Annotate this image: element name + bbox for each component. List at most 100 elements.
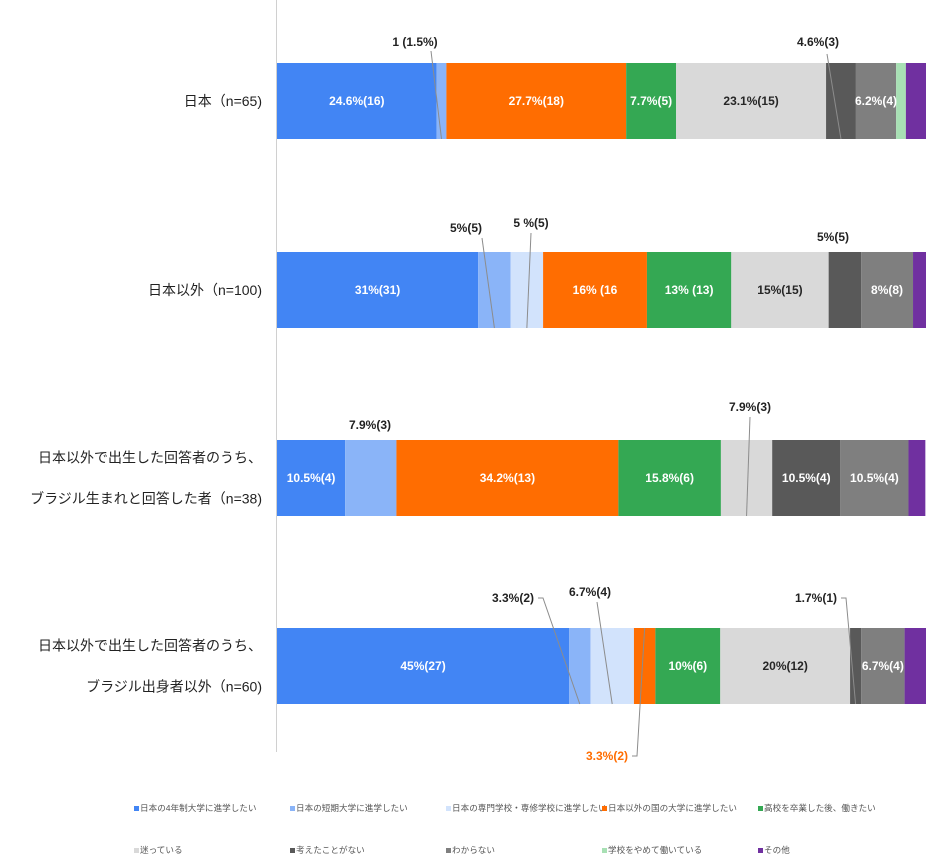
legend-swatch <box>758 848 763 853</box>
legend-item: 高校を卒業した後、働きたい <box>758 803 914 814</box>
leader-line <box>538 597 581 705</box>
callout-label: 5 %(5) <box>513 216 548 230</box>
bar-segment <box>908 440 926 516</box>
bar-segment <box>646 252 732 328</box>
bar-segment <box>850 628 862 704</box>
bar-segment <box>569 628 591 704</box>
legend-item: 考えたことがない <box>290 845 446 856</box>
bar-segment <box>772 440 841 516</box>
data-label: 6.7%(4) <box>862 659 904 673</box>
bar-segment <box>543 252 647 328</box>
data-label: 15%(15) <box>757 283 802 297</box>
legend-swatch <box>602 806 607 811</box>
legend-label: その他 <box>764 845 790 855</box>
legend-label: 日本の短期大学に進学したい <box>296 803 408 813</box>
bar-segment <box>861 252 914 328</box>
leader-line <box>596 601 613 705</box>
bar-segment <box>896 63 906 139</box>
legend-label: わからない <box>452 845 495 855</box>
legend-swatch <box>134 848 139 853</box>
data-label: 15.8%(6) <box>645 471 694 485</box>
legend-swatch <box>446 806 451 811</box>
data-labels: 24.6%(16) 1 (1.5%) 27.7%(18) 7.7%(5) 23.1%(1… <box>287 35 904 763</box>
data-label: 10.5%(4) <box>850 471 899 485</box>
data-label: 16% (16 <box>573 283 618 297</box>
bar-segment <box>676 63 827 139</box>
bar-segment <box>510 252 544 328</box>
legend-label: 日本の専門学校・専修学校に進学したい <box>452 803 607 813</box>
bar-segment <box>277 252 479 328</box>
callout-label: 4.6%(3) <box>797 35 839 49</box>
callout-label: 3.3%(2) <box>586 749 628 763</box>
data-label: 31%(31) <box>355 283 400 297</box>
bar-segments <box>277 63 926 704</box>
bar-segment <box>277 63 437 139</box>
data-label: 6.2%(4) <box>855 94 897 108</box>
bar-segment <box>277 628 570 704</box>
bar-segment <box>618 440 721 516</box>
leader-line <box>826 53 842 140</box>
legend-item: わからない <box>446 845 602 856</box>
bar-segment <box>633 628 656 704</box>
legend-swatch <box>758 806 763 811</box>
bar-segment <box>913 252 926 328</box>
legend-item: 学校をやめて働いている <box>602 845 758 856</box>
bar-segment <box>855 63 897 139</box>
data-label: 27.7%(18) <box>509 94 564 108</box>
legend-swatch <box>290 848 295 853</box>
data-label: 8%(8) <box>871 283 903 297</box>
legend-item: 日本の専門学校・専修学校に進学したい <box>446 803 607 814</box>
legend-swatch <box>290 806 295 811</box>
callout-label: 7.9%(3) <box>729 400 771 414</box>
legend-label: 迷っている <box>140 845 183 855</box>
bar-segment <box>626 63 677 139</box>
bar-segment <box>277 440 346 516</box>
bar-segment <box>446 63 627 139</box>
legend-swatch <box>134 806 139 811</box>
legend-item: 日本の4年制大学に進学したい <box>134 803 290 814</box>
legend-item: 日本以外の国の大学に進学したい <box>602 803 758 814</box>
callout-label: 5%(5) <box>450 221 482 235</box>
legend-label: 考えたことがない <box>296 845 365 855</box>
bar-segment <box>828 252 862 328</box>
data-label: 10%(6) <box>668 659 707 673</box>
bar-segment <box>590 628 634 704</box>
callout-label: 5%(5) <box>817 230 849 244</box>
category-label: 日本（n=65) <box>184 93 262 109</box>
data-label: 20%(12) <box>762 659 807 673</box>
category-label: 日本以外で出生した回答者のうち、ブラジル出身者以外（n=60) <box>38 638 262 695</box>
bar-segment <box>436 63 447 139</box>
data-label: 23.1%(15) <box>723 94 778 108</box>
data-label: 24.6%(16) <box>329 94 384 108</box>
callout-label: 1.7%(1) <box>795 591 837 605</box>
leader-line <box>841 597 857 705</box>
leader-line <box>632 627 646 757</box>
leader-line <box>481 237 495 329</box>
data-label: 34.2%(13) <box>480 471 535 485</box>
bar-segment <box>905 63 926 139</box>
callout-label: 6.7%(4) <box>569 585 611 599</box>
data-label: 7.7%(5) <box>630 94 672 108</box>
bar-segment <box>396 440 619 516</box>
bar-segment <box>861 628 905 704</box>
legend-swatch <box>602 848 607 853</box>
legend: 日本の4年制大学に進学したい 日本の短期大学に進学したい 日本の専門学校・専修学… <box>134 803 914 856</box>
callout-label: 7.9%(3) <box>349 418 391 432</box>
data-label: 13% (13) <box>665 283 714 297</box>
legend-item: その他 <box>758 845 914 856</box>
bar-segment <box>840 440 909 516</box>
category-label: 日本以外（n=100) <box>148 282 262 298</box>
data-label: 10.5%(4) <box>782 471 831 485</box>
category-labels: 日本（n=65) 日本以外（n=100) 日本以外で出生した回答者のうち、ブラジル生… <box>30 93 262 695</box>
bar-segment <box>345 440 397 516</box>
legend-item: 迷っている <box>134 845 290 856</box>
leader-line <box>430 50 443 140</box>
legend-label: 日本の4年制大学に進学したい <box>140 803 257 813</box>
legend-label: 高校を卒業した後、働きたい <box>764 803 876 813</box>
legend-label: 学校をやめて働いている <box>608 845 703 855</box>
legend-label: 日本以外の国の大学に進学したい <box>608 803 737 813</box>
legend-swatch <box>446 848 451 853</box>
callout-label: 3.3%(2) <box>492 591 534 605</box>
stacked-bar-chart: 24.6%(16) 1 (1.5%) 27.7%(18) 7.7%(5) 23.1%(1… <box>30 0 926 763</box>
callout-label: 1 (1.5%) <box>392 35 437 49</box>
